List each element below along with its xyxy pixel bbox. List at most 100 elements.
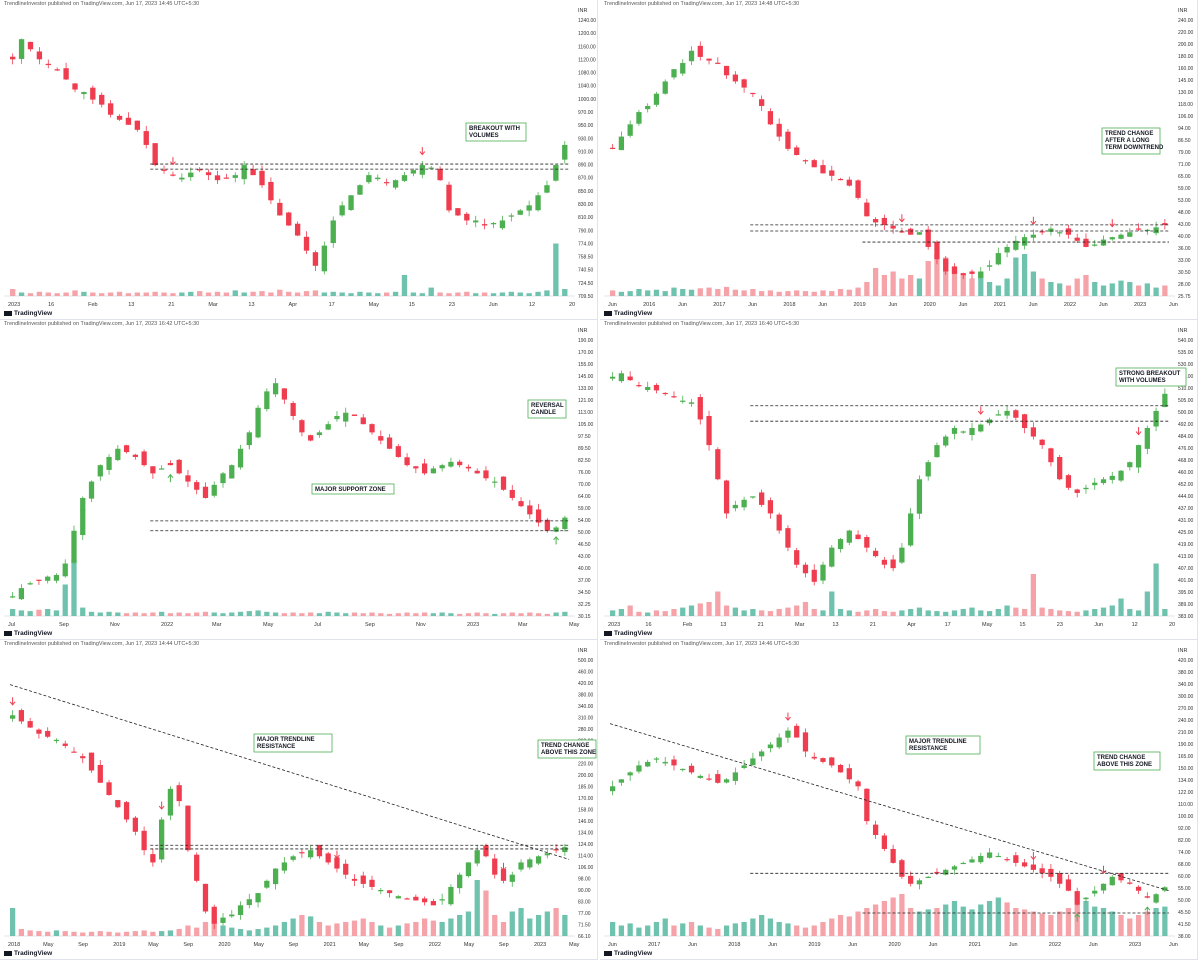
volume-bar <box>351 920 358 936</box>
candle-body <box>80 497 86 536</box>
x-tick-label: Jun <box>748 302 757 308</box>
candle-body <box>802 732 809 752</box>
volume-bar <box>1092 282 1098 296</box>
volume-bar <box>1048 915 1054 936</box>
candle-body <box>960 862 966 865</box>
tradingview-icon <box>4 950 12 956</box>
x-tick-label: 2023 <box>1134 302 1146 308</box>
candle-body <box>978 424 984 432</box>
candle-body <box>794 147 800 155</box>
candle-body <box>115 800 121 808</box>
svg-text:TREND CHANGE: TREND CHANGE <box>1097 755 1145 761</box>
x-tick-label: 17 <box>945 622 951 628</box>
volume-bar <box>1065 285 1072 296</box>
volume-bar <box>1083 610 1089 616</box>
volume-bar <box>316 922 323 936</box>
candle-body <box>934 871 940 874</box>
candle-body <box>1135 228 1142 230</box>
y-tick-label: 530.00 <box>1178 362 1194 368</box>
candle-body <box>653 384 660 391</box>
candle-body <box>723 480 730 514</box>
candle-body <box>908 513 914 546</box>
x-tick-label: 16 <box>48 302 54 308</box>
x-tick-label: Mar <box>208 302 218 308</box>
volume-bar <box>71 931 77 936</box>
y-tick-label: 505.00 <box>1178 398 1194 404</box>
volume-bar <box>202 922 209 936</box>
volume-bar <box>410 292 417 296</box>
candle-body <box>627 124 633 136</box>
volume-bar <box>1109 283 1115 296</box>
volume-bar <box>334 612 340 616</box>
volume-bar <box>688 289 695 296</box>
candle-body <box>535 195 541 211</box>
candle-body <box>741 765 747 768</box>
candle-body <box>785 131 791 149</box>
x-tick-label: 23 <box>1057 622 1063 628</box>
y-tick-label: 200.00 <box>1178 42 1194 48</box>
candle-body <box>457 461 463 466</box>
candle-body <box>925 876 931 879</box>
volume-bar <box>97 931 103 936</box>
candle-body <box>820 165 826 174</box>
candle-body <box>969 859 975 863</box>
candle-body <box>185 805 191 851</box>
y-tick-label: 122.00 <box>1178 790 1194 796</box>
volume-bar <box>960 275 966 296</box>
x-tick-label: 17 <box>329 302 335 308</box>
candle-body <box>1127 462 1133 468</box>
candle-body <box>27 583 33 585</box>
volume-bar <box>785 607 791 616</box>
currency-label: INR <box>1178 328 1188 334</box>
candle-body <box>1013 410 1019 418</box>
y-tick-label: 210.00 <box>1178 730 1194 736</box>
x-tick-label: Jun <box>1009 942 1018 948</box>
x-tick-label: 12 <box>1132 622 1138 628</box>
candle-body <box>811 569 817 582</box>
volume-bar <box>286 291 292 296</box>
x-tick-label: 15 <box>1019 622 1025 628</box>
candle-body <box>299 852 305 854</box>
y-tick-label: 50.00 <box>578 530 591 536</box>
volume-bar <box>395 613 401 616</box>
candle-body <box>448 886 454 905</box>
candle-body <box>71 751 77 753</box>
candle-body <box>680 768 686 771</box>
volume-bar <box>846 289 852 296</box>
volume-bar <box>150 931 156 936</box>
volume-bar <box>132 612 138 616</box>
volume-bar <box>360 613 366 616</box>
candle-body <box>969 271 975 274</box>
volume-bar <box>492 915 498 936</box>
candle-body <box>211 906 217 924</box>
published-text: TrendlineInvestor published on TradingVi… <box>604 1 800 7</box>
volume-bar <box>27 611 33 616</box>
candle-body <box>759 751 765 757</box>
volume-bar <box>881 901 887 936</box>
candle-body <box>325 424 331 430</box>
x-tick-label: 2022 <box>1049 942 1061 948</box>
x-tick-label: Sep <box>59 622 69 628</box>
candle-body <box>864 202 870 217</box>
candle-body <box>312 252 319 266</box>
candle-body <box>316 844 323 857</box>
svg-text:TREND CHANGE: TREND CHANGE <box>1105 131 1153 137</box>
chart-panel-5: TrendlineInvestor published on TradingVi… <box>0 640 598 960</box>
candle-body <box>943 869 949 875</box>
volume-bar <box>54 293 60 296</box>
volume-bar <box>1074 611 1080 616</box>
y-tick-label: 43.00 <box>1178 222 1191 228</box>
candle-body <box>715 62 721 64</box>
volume-bar <box>53 610 60 616</box>
candle-body <box>167 788 174 816</box>
volume-bar <box>951 610 958 616</box>
candle-body <box>544 853 550 856</box>
volume-bar <box>662 918 668 936</box>
candle-body <box>916 232 923 235</box>
volume-bar <box>413 922 419 936</box>
volume-bar <box>732 923 738 936</box>
volume-bar <box>312 290 319 296</box>
y-tick-label: 1000.00 <box>578 97 596 103</box>
candle-body <box>610 147 616 149</box>
candle-body <box>357 185 363 195</box>
